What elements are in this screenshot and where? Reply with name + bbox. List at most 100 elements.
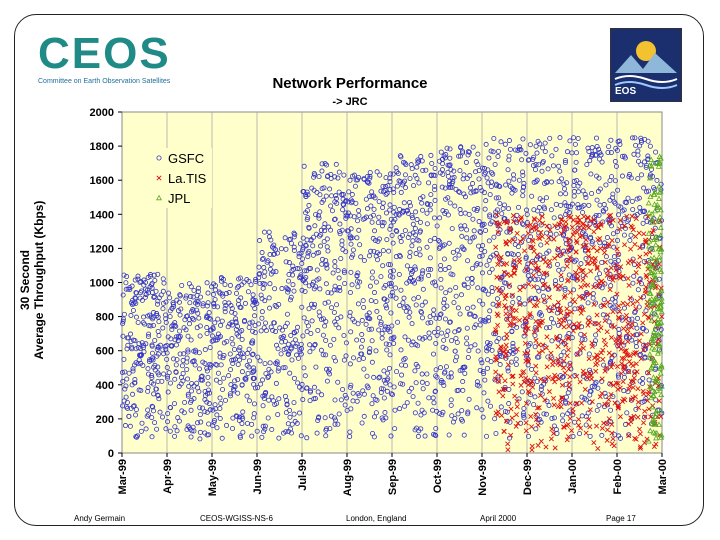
latis-point [604,427,610,433]
gsfc-point [328,203,334,209]
gsfc-point [427,207,433,213]
gsfc-point [593,135,599,141]
gsfc-point [202,360,208,366]
gsfc-point [324,162,330,168]
gsfc-point [123,280,129,286]
gsfc-point [557,358,563,364]
gsfc-point [406,314,412,320]
gsfc-point [419,315,425,321]
gsfc-point [386,342,392,348]
latis-point [583,237,589,243]
gsfc-point [566,210,572,216]
gsfc-point [271,320,277,326]
jpl-point [652,323,659,329]
gsfc-point [280,365,286,371]
latis-point [627,258,633,264]
latis-point [494,253,500,259]
gsfc-point [129,302,135,308]
gsfc-point [250,375,256,381]
gsfc-point [482,166,488,172]
gsfc-point [384,237,390,243]
gsfc-point [347,361,353,367]
gsfc-point [175,415,181,421]
gsfc-point [597,271,603,277]
gsfc-point [334,316,340,322]
gsfc-point [453,285,459,291]
gsfc-point [474,379,480,385]
jpl-point [651,254,658,261]
gsfc-point [314,189,320,195]
gsfc-point [641,326,647,332]
latis-point [612,400,618,406]
gsfc-point [525,433,531,439]
gsfc-point [337,287,343,293]
gsfc-point [654,177,660,183]
latis-point [500,393,506,399]
gsfc-point [470,304,476,310]
gsfc-point [299,304,305,310]
jpl-point [650,415,657,422]
gsfc-point [508,359,514,365]
gsfc-point [465,149,471,155]
gsfc-point [304,237,310,243]
gsfc-point [376,375,382,381]
gsfc-point [483,141,489,147]
gsfc-point [536,205,542,211]
latis-point [591,302,597,308]
gsfc-point [331,354,337,360]
gsfc-point [609,174,615,180]
jpl-point [647,174,654,181]
gsfc-point [250,338,256,344]
latis-point [566,236,573,242]
gsfc-point [626,432,632,438]
gsfc-point [561,248,567,254]
gsfc-point [427,335,433,341]
gsfc-point [593,300,599,306]
gsfc-point [180,370,186,376]
gsfc-point [465,354,471,360]
gsfc-point [304,319,310,325]
y-tick-label: 0 [108,448,114,460]
latis-point [511,258,517,264]
latis-point [551,303,558,309]
gsfc-point [339,238,345,244]
latis-point [494,274,500,280]
gsfc-point [412,427,418,433]
latis-point [495,409,501,415]
latis-point [611,274,617,281]
gsfc-point [490,301,496,307]
latis-point [574,373,580,379]
gsfc-point [303,243,309,249]
latis-point [493,244,499,250]
gsfc-point [369,338,375,344]
gsfc-point [447,146,453,152]
latis-point [576,422,582,428]
footer-document-id: CEOS-WGISS-NS-6 [200,514,273,523]
gsfc-point [390,240,396,246]
gsfc-point [226,373,232,379]
latis-point [550,430,557,436]
gsfc-point [533,143,539,149]
gsfc-point [328,227,334,233]
gsfc-point [316,174,322,180]
gsfc-point [631,273,637,279]
latis-point [638,331,644,337]
gsfc-point [124,399,130,405]
gsfc-point [534,378,540,384]
gsfc-point [438,311,444,317]
gsfc-point [237,275,243,281]
gsfc-point [171,356,177,362]
gsfc-point [390,293,396,299]
latis-point [508,406,514,412]
gsfc-point [472,342,478,348]
gsfc-point [202,409,208,415]
gsfc-point [616,212,622,218]
latis-point [501,349,507,355]
gsfc-point [452,256,458,262]
gsfc-point [466,211,472,217]
gsfc-point [438,276,444,282]
gsfc-point [347,429,353,435]
gsfc-point [407,199,413,205]
gsfc-point [588,171,594,177]
latis-point [585,247,591,253]
